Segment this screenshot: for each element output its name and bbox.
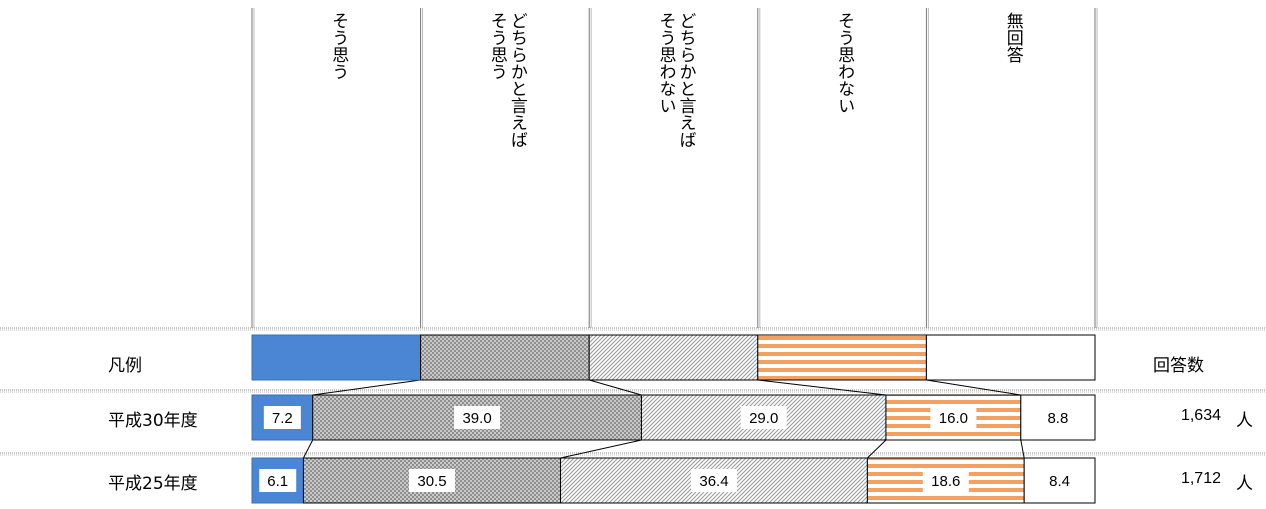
row-count-unit: 人 bbox=[1236, 474, 1253, 494]
data-bars: 7.2 39.0 29.0 16.0 8.8 6.1 30.5 36.4 18.6 8.4 bbox=[251, 394, 1096, 504]
legend-swatch bbox=[251, 334, 422, 381]
connector-line bbox=[560, 439, 642, 459]
header-separators bbox=[251, 8, 1098, 328]
connector-line bbox=[302, 439, 314, 459]
value-label-bg bbox=[690, 469, 737, 492]
connector-line bbox=[867, 439, 887, 459]
series-header-label: 無回答 bbox=[1002, 12, 1023, 63]
value-label: 29.0 bbox=[749, 410, 778, 427]
value-label-bg bbox=[259, 469, 297, 492]
value-label-bg bbox=[454, 406, 501, 429]
value-label: 39.0 bbox=[462, 410, 491, 427]
value-label: 36.4 bbox=[699, 473, 728, 490]
row-category-label: 平成25年度 bbox=[108, 474, 198, 494]
legend-swatch bbox=[925, 334, 1096, 381]
value-label-bg bbox=[1041, 469, 1079, 492]
value-label: 7.2 bbox=[272, 410, 293, 427]
value-label-bg bbox=[408, 469, 455, 492]
legend-swatch bbox=[757, 334, 927, 381]
value-label-bg bbox=[922, 469, 969, 492]
series-header-label: どちらかと言えば そう思う bbox=[486, 12, 527, 148]
series-header-label: そう思う bbox=[328, 12, 349, 80]
legend-bar bbox=[251, 334, 1096, 381]
value-label: 6.1 bbox=[267, 473, 288, 490]
value-label: 8.4 bbox=[1049, 473, 1070, 490]
legend-swatch bbox=[588, 334, 759, 381]
connector-line bbox=[312, 379, 421, 396]
connector-lines bbox=[302, 379, 1025, 459]
row-separators bbox=[0, 327, 1266, 456]
connector-line bbox=[1020, 439, 1025, 459]
value-label-bg bbox=[263, 406, 301, 429]
value-label-bg bbox=[1039, 406, 1077, 429]
connector-line bbox=[757, 379, 886, 396]
series-header-label: そう思わない bbox=[834, 12, 855, 114]
value-label: 16.0 bbox=[939, 410, 968, 427]
row-count-value: 1,712 bbox=[1180, 470, 1221, 487]
legend-row-label: 凡例 bbox=[108, 356, 142, 376]
connector-line bbox=[589, 379, 642, 396]
series-header-label: どちらかと言えば そう思わない bbox=[655, 12, 696, 148]
value-label-bg bbox=[930, 406, 977, 429]
value-label: 8.8 bbox=[1047, 410, 1068, 427]
value-label-bg bbox=[740, 406, 787, 429]
connector-line bbox=[926, 379, 1021, 396]
value-label: 30.5 bbox=[417, 473, 446, 490]
legend-swatch bbox=[420, 334, 590, 381]
row-count-unit: 人 bbox=[1236, 411, 1253, 431]
count-header: 回答数 bbox=[1153, 356, 1204, 376]
row-count-value: 1,634 bbox=[1180, 407, 1221, 424]
value-label: 18.6 bbox=[931, 473, 960, 490]
row-category-label: 平成30年度 bbox=[108, 411, 198, 431]
